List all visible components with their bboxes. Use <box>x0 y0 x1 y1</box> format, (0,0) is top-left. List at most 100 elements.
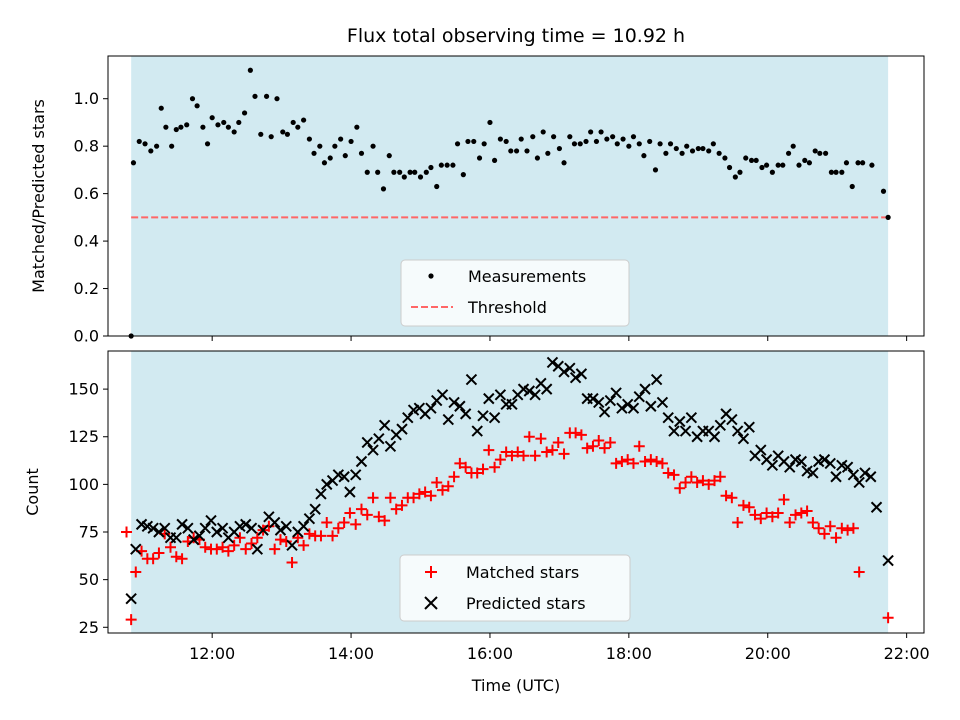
measurement-point <box>380 186 387 192</box>
measurement-point <box>354 124 360 130</box>
predicted-star-point <box>604 394 617 407</box>
predicted-star-point <box>193 530 206 542</box>
matched-star-point <box>442 480 454 492</box>
measurement-point <box>327 155 333 161</box>
measurement-point <box>487 119 493 126</box>
matched-star-point <box>766 511 778 523</box>
measurement-point <box>130 160 137 166</box>
matched-star-point <box>853 566 865 578</box>
predicted-star-point <box>211 526 223 538</box>
matched-star-point <box>772 507 784 519</box>
measurement-point <box>695 145 701 152</box>
matched-star-point <box>125 614 137 626</box>
predicted-star-point <box>170 532 182 544</box>
measurement-point <box>577 141 583 147</box>
matched-star-point <box>818 528 830 540</box>
matched-star-point <box>795 507 807 519</box>
measurement-point <box>598 129 604 135</box>
bottom-y-axis: 25 50 75 100 125 150 <box>68 380 108 637</box>
measurement-point <box>530 134 536 140</box>
measurement-point <box>626 143 632 149</box>
predicted-star-point <box>125 592 137 605</box>
matched-star-point <box>327 530 339 542</box>
matched-star-point <box>153 547 165 559</box>
measurement-point <box>444 162 450 168</box>
predicted-star-point <box>743 421 755 433</box>
predicted-star-point <box>853 476 865 489</box>
predicted-star-point <box>216 522 229 534</box>
predicted-star-point <box>245 522 258 534</box>
predicted-star-point <box>378 419 391 432</box>
measurement-point <box>481 141 487 147</box>
measurement-point <box>274 96 280 102</box>
predicted-star-point <box>396 423 408 435</box>
measurement-point <box>321 160 328 166</box>
measurement-point <box>759 164 765 171</box>
matched-star-point <box>500 446 512 458</box>
predicted-star-point <box>494 389 507 401</box>
predicted-star-point <box>882 554 894 567</box>
measurement-point <box>136 138 142 145</box>
matched-star-point <box>512 446 524 458</box>
matched-star-point <box>737 499 749 511</box>
measurement-point <box>200 124 206 130</box>
matched-star-point <box>199 541 211 553</box>
bottom-panel: 25 50 75 100 125 150 12:00 14:00 16:00 18:00 20:0… <box>23 350 930 695</box>
measurement-point <box>706 148 712 154</box>
matched-star-point <box>790 509 802 521</box>
matched-star-point <box>714 471 726 483</box>
predicted-star-point <box>454 400 466 412</box>
measurement-point <box>802 157 808 164</box>
matched-star-point <box>674 482 686 494</box>
matched-star-point <box>691 476 703 488</box>
matched-star-point <box>720 490 732 502</box>
matched-star-point <box>784 516 796 528</box>
matched-star-point <box>587 440 599 452</box>
x-tick-label: 22:00 <box>884 644 930 663</box>
measurement-point <box>295 124 301 130</box>
measurement-point <box>806 160 813 166</box>
measurements-series <box>128 67 891 339</box>
predicted-star-point <box>315 488 327 500</box>
measurement-point <box>173 126 179 133</box>
measurement-point <box>743 155 749 161</box>
matched-star-point <box>246 537 258 549</box>
measurement-point <box>828 169 835 175</box>
top-y-axis-label: Matched/Predicted stars <box>29 99 48 293</box>
predicted-star-point <box>309 503 321 515</box>
matched-star-point <box>633 440 645 452</box>
measurement-point <box>885 214 891 220</box>
matched-star-point <box>338 516 350 528</box>
matched-star-point <box>593 435 605 447</box>
bottom-legend-box <box>399 554 631 622</box>
predicted-star-point <box>367 444 379 456</box>
measurement-point <box>311 150 317 156</box>
measurement-point <box>209 115 215 121</box>
measurement-point <box>679 150 685 156</box>
matched-star-point <box>535 433 547 445</box>
measurement-point <box>503 138 509 145</box>
predicted-star-point <box>199 522 211 534</box>
matched-star-point <box>344 507 356 519</box>
predicted-star-point <box>824 457 836 470</box>
measurement-point <box>567 134 573 140</box>
predicted-star-point <box>349 469 362 481</box>
predicted-star-point <box>361 436 373 449</box>
predicted-star-point <box>280 520 292 533</box>
measurement-point <box>290 119 296 126</box>
bottom-y-tick-label: 125 <box>68 427 99 446</box>
measurement-point <box>178 124 184 130</box>
measurement-point <box>497 136 503 142</box>
measurement-point <box>204 141 211 147</box>
predicted-star-point <box>506 398 518 411</box>
predicted-star-point <box>153 526 165 538</box>
predicted-star-point <box>465 373 478 386</box>
measurement-point <box>556 145 563 152</box>
x-tick-label: 20:00 <box>745 644 791 663</box>
predicted-star-point <box>818 453 831 466</box>
chart-title: Flux total observing time = 10.92 h <box>347 25 685 47</box>
x-tick-label: 18:00 <box>606 644 652 663</box>
matched-star-point <box>639 456 651 468</box>
predicted-star-point <box>257 524 269 536</box>
measurement-point <box>860 160 866 166</box>
